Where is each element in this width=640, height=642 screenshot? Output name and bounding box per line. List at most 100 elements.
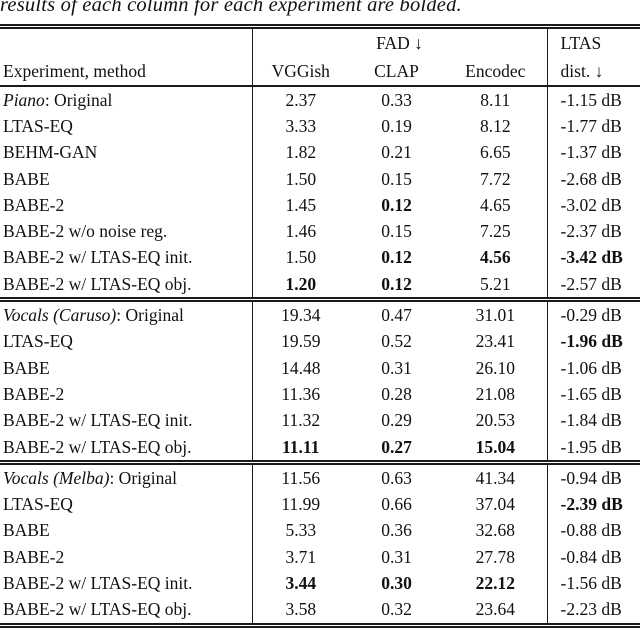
encodec-value: 32.68 [475, 520, 515, 541]
ltas-dist-value: -1.65 dB [546, 381, 640, 408]
encodec-value: 37.04 [475, 494, 515, 515]
header-clap: CLAP [349, 57, 444, 87]
ltas-dist-value: -0.84 dB [546, 544, 640, 571]
method-cell: LTAS-EQ [0, 113, 252, 139]
header-ltas-line2: dist. ↓ [546, 57, 640, 87]
vggish-value: 1.50 [251, 165, 349, 193]
header-encodec: Encodec [444, 57, 548, 87]
clap-value: 0.12 [381, 273, 412, 294]
method-cell: Vocals (Melba): Original [0, 463, 252, 492]
clap-value: 0.15 [381, 221, 412, 242]
ltas-dist-value: -0.29 dB [546, 299, 640, 329]
clap-value: 0.63 [381, 467, 412, 488]
header-experiment-method: Experiment, method [0, 57, 252, 87]
encodec-value: 23.41 [475, 331, 515, 352]
table-row: BABE 1.50 0.15 7.72 -2.68 dB [0, 165, 640, 193]
results-table: FAD ↓ LTAS Experiment, method VGGish CLA… [0, 24, 640, 628]
table-row: BABE-2 1.45 0.12 4.65 -3.02 dB [0, 192, 640, 219]
header-row-columns: Experiment, method VGGish CLAP Encodec d… [0, 57, 640, 87]
ltas-dist-value: -3.02 dB [546, 192, 640, 219]
clap-value: 0.21 [381, 142, 412, 163]
ltas-dist-value: -2.37 dB [546, 218, 640, 245]
method-label: LTAS-EQ [3, 331, 73, 352]
method-prefix-italic: Vocals (Caruso) [3, 305, 117, 326]
method-label: : Original [116, 305, 184, 326]
clap-value: 0.30 [381, 572, 412, 593]
encodec-value: 6.65 [479, 142, 511, 163]
method-label: BABE-2 [3, 194, 65, 215]
clap-value: 0.28 [381, 383, 412, 404]
clap-value: 0.31 [381, 546, 412, 567]
method-cell: BEHM-GAN [0, 140, 252, 166]
method-label: BABE-2 w/ LTAS-EQ obj. [3, 599, 192, 620]
ltas-dist-value: -0.88 dB [546, 517, 640, 545]
encodec-value: 21.08 [475, 383, 515, 404]
method-cell: BABE [0, 166, 252, 192]
method-cell: BABE-2 w/ LTAS-EQ obj. [0, 434, 252, 463]
method-cell: BABE-2 w/ LTAS-EQ init. [0, 245, 252, 271]
encodec-value: 20.53 [475, 410, 515, 431]
encodec-value: 15.04 [475, 436, 515, 457]
method-label: BABE-2 w/ LTAS-EQ obj. [3, 436, 192, 457]
encodec-value: 8.12 [479, 115, 511, 136]
encodec-value: 22.12 [475, 572, 515, 593]
method-label: BABE-2 w/ LTAS-EQ init. [3, 572, 193, 593]
encodec-value: 4.65 [479, 194, 511, 215]
method-cell: BABE-2 [0, 192, 252, 218]
table-section: Vocals (Caruso): Original 19.34 0.47 31.01-… [0, 299, 640, 463]
table-row: LTAS-EQ 11.99 0.66 37.04 -2.39 dB [0, 491, 640, 518]
method-cell: BABE-2 [0, 544, 252, 570]
method-cell: BABE-2 w/o noise reg. [0, 218, 252, 244]
vggish-value: 1.46 [251, 218, 349, 245]
table-row: Vocals (Caruso): Original 19.34 0.47 31.01-… [0, 299, 640, 329]
caption-clip: results of each column for each experime… [0, 0, 640, 21]
vggish-value: 11.11 [251, 433, 349, 463]
vggish-value: 1.50 [251, 244, 349, 272]
ltas-dist-value: -1.96 dB [546, 328, 640, 355]
ltas-dist-value: -1.15 dB [546, 86, 640, 114]
ltas-dist-value: -1.56 dB [546, 570, 640, 597]
table-section: Vocals (Melba): Original 11.56 0.63 41.34 -0… [0, 462, 640, 626]
header-ltas-line1: LTAS [546, 26, 640, 57]
vggish-value: 14.48 [251, 354, 349, 382]
encodec-value: 7.72 [479, 168, 511, 189]
ltas-dist-value: -2.57 dB [546, 271, 640, 300]
vggish-value: 5.33 [251, 517, 349, 545]
vggish-value: 3.58 [251, 596, 349, 626]
encodec-value: 5.21 [479, 273, 511, 294]
table-row: BABE-2 3.71 0.31 27.78 -0.84 dB [0, 544, 640, 571]
clap-value: 0.15 [381, 168, 412, 189]
vggish-value: 11.32 [251, 407, 349, 434]
vggish-value: 11.99 [251, 491, 349, 518]
clap-value: 0.12 [381, 194, 412, 215]
clap-value: 0.66 [381, 494, 412, 515]
ltas-dist-value: -1.37 dB [546, 139, 640, 166]
table-header: FAD ↓ LTAS Experiment, method VGGish CLA… [0, 26, 640, 87]
method-label: LTAS-EQ [3, 494, 73, 515]
clap-value: 0.32 [381, 599, 412, 620]
clap-value: 0.12 [381, 247, 412, 268]
encodec-value: 7.25 [479, 221, 511, 242]
ltas-dist-value: -3.42 dB [546, 244, 640, 272]
encodec-value: 26.10 [475, 357, 515, 378]
method-label: BABE [3, 168, 50, 189]
method-label: BABE-2 [3, 383, 65, 404]
vggish-value: 11.36 [251, 381, 349, 408]
vggish-value: 11.56 [251, 462, 349, 492]
vggish-value: 3.44 [251, 570, 349, 597]
method-cell: BABE-2 [0, 381, 252, 407]
encodec-value: 4.56 [479, 247, 511, 268]
method-label: BABE-2 w/ LTAS-EQ init. [3, 410, 193, 431]
encodec-value: 31.01 [475, 305, 515, 326]
method-label: : Original [109, 467, 177, 488]
encodec-value: 23.64 [475, 599, 515, 620]
table-row: BABE-2 w/ LTAS-EQ obj. 3.58 0.32 23.64 -2.23… [0, 596, 640, 626]
vggish-value: 1.82 [251, 139, 349, 166]
table-row: BEHM-GAN 1.82 0.21 6.65 -1.37 dB [0, 139, 640, 166]
vggish-value: 3.33 [251, 113, 349, 140]
method-cell: Vocals (Caruso): Original [0, 300, 252, 329]
method-prefix-italic: Piano [3, 89, 45, 110]
table-row: BABE-2 w/ LTAS-EQ init. 1.50 0.12 4.56 -3.42… [0, 244, 640, 272]
clap-value: 0.52 [381, 331, 412, 352]
vggish-value: 19.34 [251, 299, 349, 329]
